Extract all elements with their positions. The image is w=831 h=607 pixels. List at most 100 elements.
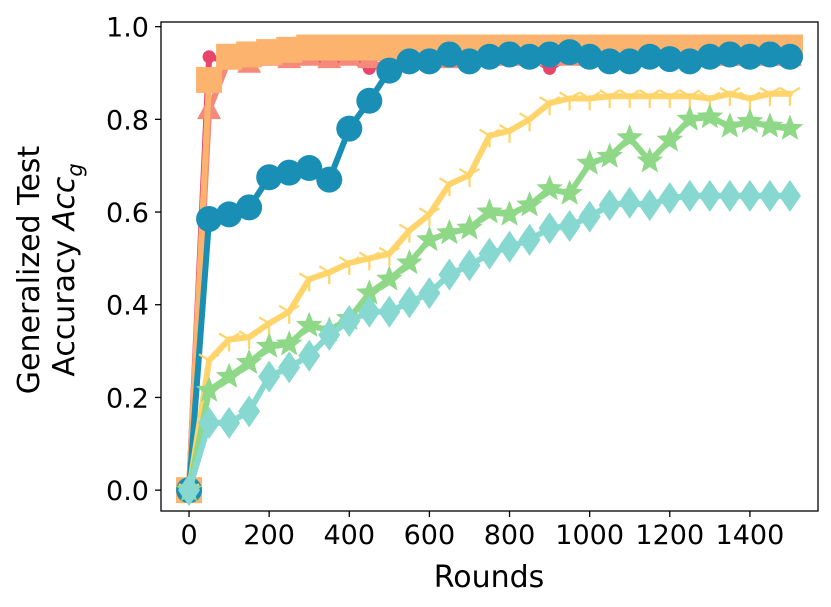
- data-point: [576, 149, 603, 175]
- data-point: [215, 362, 243, 388]
- data-point: [358, 251, 380, 271]
- data-point: [676, 48, 703, 75]
- x-tick-label: 400: [324, 520, 376, 551]
- data-point: [316, 166, 343, 193]
- data-point: [438, 177, 461, 197]
- data-point: [676, 105, 704, 131]
- data-point: [238, 330, 260, 350]
- data-point: [396, 48, 423, 75]
- series-6: [175, 103, 804, 502]
- data-point: [436, 41, 463, 68]
- data-point: [258, 360, 281, 393]
- data-point: [195, 376, 223, 402]
- data-point: [738, 179, 761, 212]
- series-layer: [175, 34, 804, 507]
- data-point: [478, 237, 501, 270]
- data-point: [196, 205, 223, 232]
- data-point: [202, 50, 216, 64]
- data-point: [398, 223, 420, 243]
- series-5: [178, 86, 801, 503]
- data-point: [476, 198, 503, 224]
- x-tick-label: 600: [404, 520, 456, 551]
- data-point: [516, 43, 543, 70]
- data-point: [718, 179, 741, 212]
- data-point: [376, 57, 403, 84]
- data-point: [496, 200, 523, 226]
- data-point: [358, 295, 381, 328]
- data-point: [396, 249, 423, 275]
- data-point: [756, 112, 784, 138]
- x-tick-label: 0: [180, 520, 197, 551]
- y-tick-label: 1.0: [106, 13, 149, 44]
- data-point: [458, 168, 481, 187]
- data-point: [599, 89, 621, 109]
- data-point: [178, 474, 201, 507]
- data-point: [378, 246, 400, 266]
- data-point: [298, 272, 320, 292]
- y-tick-label: 0.6: [106, 198, 149, 229]
- data-point: [295, 311, 323, 337]
- data-point: [659, 89, 681, 109]
- data-point: [236, 194, 263, 221]
- data-point: [418, 277, 441, 310]
- data-point: [476, 43, 503, 70]
- x-tick-label: 1400: [716, 520, 785, 551]
- data-point: [356, 87, 383, 114]
- data-point: [719, 86, 741, 106]
- y-axis-title-text: Accuracy: [47, 230, 82, 377]
- data-point: [518, 112, 541, 132]
- data-point: [636, 147, 664, 173]
- data-point: [198, 406, 221, 439]
- data-point: [235, 348, 263, 374]
- data-point: [376, 265, 403, 291]
- data-point: [436, 218, 463, 245]
- data-point: [778, 179, 801, 212]
- data-point: [216, 201, 243, 228]
- data-point: [296, 155, 323, 182]
- data-point: [596, 48, 623, 75]
- data-point: [255, 332, 283, 358]
- data-point: [579, 91, 601, 111]
- y-tick-label: 0.2: [106, 383, 149, 414]
- data-point: [456, 214, 483, 240]
- data-point: [558, 209, 581, 242]
- data-point: [656, 46, 683, 73]
- data-point: [716, 41, 743, 68]
- x-axis: 0 200 400 600 800 1000 1200 1400: [180, 511, 784, 551]
- y-axis-title-line1: Generalized Test: [12, 146, 47, 395]
- data-point: [498, 230, 521, 263]
- x-tick-label: 800: [484, 520, 536, 551]
- data-point: [616, 123, 643, 150]
- data-point: [458, 249, 481, 282]
- data-point: [616, 48, 643, 75]
- x-axis-title: Rounds: [434, 560, 545, 595]
- data-point: [696, 103, 724, 129]
- data-point: [536, 174, 563, 201]
- data-point: [636, 43, 663, 70]
- data-point: [456, 48, 483, 75]
- data-point: [238, 395, 261, 428]
- data-point: [618, 186, 641, 219]
- data-point: [576, 43, 603, 70]
- data-point: [378, 295, 401, 328]
- data-point: [278, 351, 301, 384]
- data-point: [779, 86, 801, 106]
- data-point: [398, 286, 421, 319]
- data-point: [298, 339, 321, 372]
- data-point: [218, 406, 241, 439]
- data-point: [598, 189, 621, 222]
- data-point: [776, 43, 803, 70]
- data-point: [776, 114, 804, 140]
- data-point: [416, 48, 443, 75]
- y-tick-label: 0.8: [106, 105, 149, 136]
- y-axis-title-line2: Accuracy Accg: [47, 163, 87, 376]
- data-point: [578, 200, 601, 233]
- data-point: [539, 96, 561, 116]
- data-point: [196, 66, 223, 93]
- data-point: [696, 43, 723, 70]
- data-point: [338, 304, 361, 337]
- data-point: [318, 265, 340, 285]
- y-tick-label: 0.4: [106, 291, 149, 322]
- data-point: [756, 41, 783, 68]
